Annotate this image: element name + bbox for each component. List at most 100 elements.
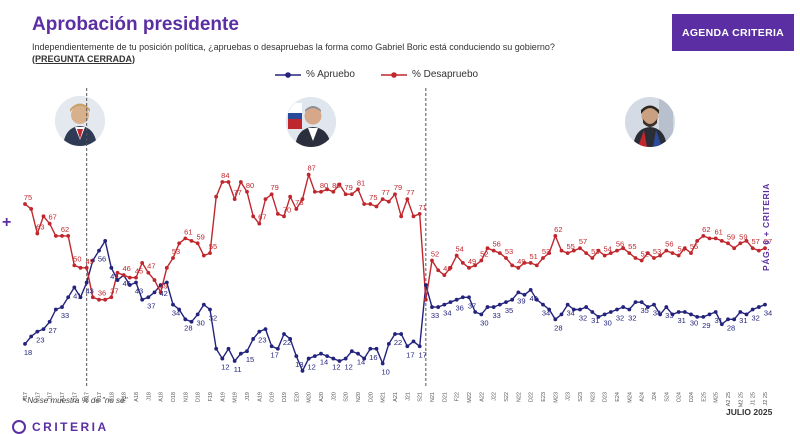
x-tick-label: A19 xyxy=(220,392,226,402)
approve-data-label: 31 xyxy=(714,316,722,325)
approve-data-label: 32 xyxy=(209,314,217,323)
disapprove-data-label: 57 xyxy=(764,237,772,246)
disapprove-point xyxy=(652,256,656,260)
approve-data-label: 41 xyxy=(73,291,81,300)
disapprove-point xyxy=(670,251,675,256)
disapprove-point xyxy=(60,234,64,238)
approve-data-label: 28 xyxy=(184,323,192,332)
x-tick-label: A24 xyxy=(640,392,646,402)
disapprove-point xyxy=(386,199,391,204)
disapprove-point xyxy=(664,248,669,253)
approve-data-label: 29 xyxy=(702,321,710,330)
legend-item-approve: % Apruebo xyxy=(275,69,355,80)
approve-point xyxy=(695,314,700,319)
disapprove-data-label: 57 xyxy=(751,237,759,246)
approve-data-label: 33 xyxy=(492,311,500,320)
disapprove-point xyxy=(337,182,342,187)
disapprove-data-label: 46 xyxy=(122,264,130,273)
approve-point xyxy=(467,295,471,300)
approve-point xyxy=(368,346,373,351)
disapprove-data-label: 59 xyxy=(727,232,735,241)
approve-point xyxy=(744,312,749,317)
x-tick-label: N17 xyxy=(85,392,91,402)
disapprove-point xyxy=(516,265,521,270)
disapprove-point xyxy=(528,261,533,265)
disapprove-data-label: 49 xyxy=(517,257,525,266)
approve-point xyxy=(633,300,638,305)
approve-point xyxy=(127,283,132,287)
disapprove-point xyxy=(245,189,249,194)
disapprove-data-label: 53 xyxy=(172,247,180,256)
disapprove-data-label: 80 xyxy=(320,181,328,190)
approve-point xyxy=(257,329,262,334)
disapprove-point xyxy=(140,261,145,265)
disapprove-point xyxy=(608,251,613,256)
approve-point xyxy=(615,307,619,312)
disapprove-point xyxy=(732,246,737,251)
x-tick-label: N21 xyxy=(430,392,436,402)
x-tick-label: D23 xyxy=(603,392,609,402)
approve-data-label: 27 xyxy=(48,326,56,335)
disapprove-point xyxy=(744,238,749,243)
disapprove-point xyxy=(319,189,323,194)
x-tick-label: J18 xyxy=(146,392,152,401)
approve-point xyxy=(393,332,397,336)
approve-data-label: 33 xyxy=(665,311,673,320)
disapprove-data-label: 56 xyxy=(492,240,500,249)
approve-data-label: 12 xyxy=(221,363,229,372)
disapprove-point xyxy=(201,253,206,258)
disapprove-point xyxy=(578,246,582,251)
disapprove-point xyxy=(103,297,108,302)
disapprove-point xyxy=(615,248,619,253)
approve-point xyxy=(682,310,687,314)
legend-disapprove-swatch xyxy=(380,71,407,78)
x-tick-label: S20 xyxy=(344,392,350,402)
x-tick-label: A22 xyxy=(479,392,485,402)
disapprove-point xyxy=(682,246,687,251)
disapprove-point xyxy=(146,270,151,275)
approve-point xyxy=(158,283,163,287)
legend-approve-label: % Apruebo xyxy=(306,69,355,80)
approve-point xyxy=(251,337,256,341)
x-tick-label: M23 xyxy=(553,392,559,403)
disapprove-point xyxy=(738,241,743,246)
disapprove-point xyxy=(448,265,453,270)
disapprove-point xyxy=(349,192,354,197)
approve-data-label: 12 xyxy=(332,363,340,372)
disapprove-data-label: 62 xyxy=(554,225,562,234)
approve-point xyxy=(658,312,663,317)
x-tick-label: M21 xyxy=(381,392,387,403)
disapprove-data-label: 54 xyxy=(677,245,685,254)
approve-point xyxy=(300,368,305,373)
approve-point xyxy=(473,310,478,314)
approve-point xyxy=(590,310,595,314)
disapprove-point xyxy=(220,180,225,184)
disapprove-point xyxy=(29,207,34,211)
disapprove-point xyxy=(90,295,95,300)
approve-point xyxy=(374,346,379,351)
disapprove-point xyxy=(232,197,237,202)
approve-point xyxy=(84,280,89,285)
disapprove-point xyxy=(356,187,360,192)
disapprove-point xyxy=(479,258,484,263)
approve-point xyxy=(115,278,120,282)
approve-point xyxy=(430,305,434,309)
approve-point xyxy=(325,354,330,359)
approve-point xyxy=(356,351,360,356)
disapprove-data-label: 81 xyxy=(357,178,365,187)
approve-point xyxy=(306,356,311,361)
approve-data-label: 36 xyxy=(455,304,463,313)
approve-point xyxy=(454,297,459,302)
disapprove-point xyxy=(380,197,385,202)
approve-data-label: 17 xyxy=(406,350,414,359)
x-tick-label: M17 xyxy=(35,392,41,403)
disapprove-point xyxy=(541,256,545,260)
disapprove-point xyxy=(171,256,175,260)
disapprove-data-label: 62 xyxy=(61,225,69,234)
agenda-badge[interactable]: AGENDA CRITERIA xyxy=(672,14,794,51)
approve-data-label: 34 xyxy=(764,309,772,318)
approve-data-label: 43 xyxy=(85,287,93,296)
disapprove-point xyxy=(713,236,718,241)
approve-point xyxy=(60,305,64,309)
disapprove-data-label: 79 xyxy=(394,183,402,192)
